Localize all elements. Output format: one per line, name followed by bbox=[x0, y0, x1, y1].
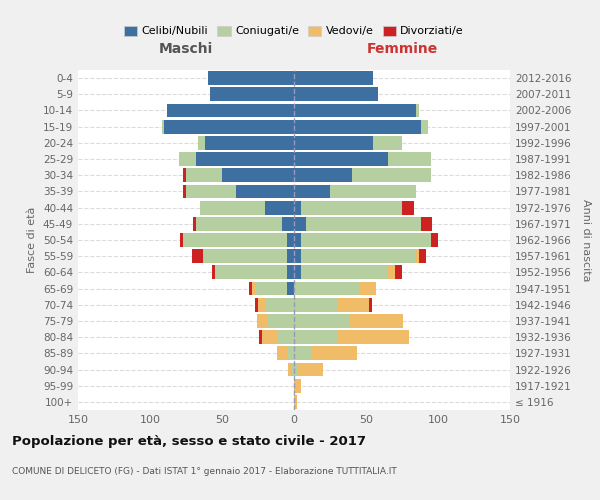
Bar bbox=[294, 120, 421, 134]
Bar bbox=[294, 184, 330, 198]
Bar bbox=[294, 330, 337, 344]
Bar bbox=[294, 71, 373, 85]
Bar bbox=[294, 250, 301, 263]
Bar bbox=[255, 282, 287, 296]
Bar bbox=[196, 217, 283, 230]
Bar bbox=[161, 120, 164, 134]
Bar bbox=[359, 282, 376, 296]
Bar bbox=[212, 266, 215, 280]
Bar bbox=[203, 250, 287, 263]
Text: Femmine: Femmine bbox=[367, 42, 437, 56]
Bar bbox=[255, 298, 258, 312]
Bar bbox=[183, 233, 287, 247]
Bar bbox=[419, 250, 427, 263]
Bar bbox=[197, 136, 205, 149]
Bar bbox=[287, 250, 294, 263]
Bar bbox=[294, 168, 352, 182]
Bar bbox=[301, 250, 416, 263]
Bar bbox=[294, 217, 305, 230]
Bar bbox=[208, 71, 294, 85]
Bar bbox=[416, 250, 419, 263]
Bar bbox=[294, 346, 311, 360]
Bar bbox=[301, 200, 402, 214]
Bar bbox=[388, 152, 431, 166]
Bar bbox=[259, 330, 262, 344]
Bar bbox=[186, 184, 236, 198]
Bar bbox=[205, 136, 294, 149]
Bar bbox=[215, 266, 287, 280]
Bar bbox=[167, 104, 294, 118]
Bar bbox=[294, 362, 297, 376]
Bar bbox=[349, 314, 403, 328]
Bar bbox=[262, 330, 277, 344]
Legend: Celibi/Nubili, Coniugati/e, Vedovi/e, Divorziati/e: Celibi/Nubili, Coniugati/e, Vedovi/e, Di… bbox=[119, 21, 469, 41]
Bar bbox=[258, 298, 265, 312]
Bar bbox=[192, 250, 203, 263]
Bar bbox=[183, 184, 186, 198]
Bar bbox=[421, 217, 432, 230]
Bar bbox=[294, 379, 301, 392]
Bar bbox=[179, 152, 196, 166]
Bar bbox=[294, 233, 301, 247]
Y-axis label: Fasce di età: Fasce di età bbox=[28, 207, 37, 273]
Bar bbox=[337, 330, 409, 344]
Bar bbox=[291, 362, 294, 376]
Bar bbox=[294, 104, 416, 118]
Bar bbox=[236, 184, 294, 198]
Bar bbox=[268, 314, 294, 328]
Bar bbox=[402, 200, 413, 214]
Bar bbox=[352, 168, 431, 182]
Bar bbox=[193, 217, 196, 230]
Bar bbox=[252, 282, 255, 296]
Bar bbox=[305, 217, 421, 230]
Bar bbox=[211, 88, 294, 101]
Bar bbox=[186, 168, 222, 182]
Bar bbox=[222, 168, 294, 182]
Bar bbox=[288, 362, 291, 376]
Bar bbox=[431, 233, 438, 247]
Bar bbox=[265, 298, 294, 312]
Bar bbox=[294, 314, 349, 328]
Bar bbox=[288, 346, 294, 360]
Bar bbox=[337, 298, 369, 312]
Bar bbox=[297, 362, 323, 376]
Bar bbox=[277, 330, 294, 344]
Bar bbox=[250, 282, 252, 296]
Bar bbox=[294, 152, 388, 166]
Bar bbox=[287, 266, 294, 280]
Bar bbox=[330, 184, 416, 198]
Bar bbox=[294, 136, 373, 149]
Bar bbox=[311, 346, 358, 360]
Bar bbox=[164, 120, 294, 134]
Bar bbox=[294, 298, 337, 312]
Bar bbox=[287, 233, 294, 247]
Bar bbox=[395, 266, 402, 280]
Bar bbox=[180, 233, 183, 247]
Bar bbox=[388, 266, 395, 280]
Bar bbox=[257, 314, 268, 328]
Bar bbox=[421, 120, 428, 134]
Bar bbox=[294, 395, 297, 409]
Text: COMUNE DI DELICETO (FG) - Dati ISTAT 1° gennaio 2017 - Elaborazione TUTTITALIA.I: COMUNE DI DELICETO (FG) - Dati ISTAT 1° … bbox=[12, 468, 397, 476]
Bar bbox=[200, 200, 265, 214]
Bar bbox=[183, 168, 186, 182]
Bar bbox=[287, 282, 294, 296]
Bar bbox=[301, 233, 431, 247]
Bar bbox=[265, 200, 294, 214]
Bar bbox=[373, 136, 402, 149]
Text: Maschi: Maschi bbox=[159, 42, 213, 56]
Bar bbox=[294, 266, 301, 280]
Y-axis label: Anni di nascita: Anni di nascita bbox=[581, 198, 591, 281]
Bar bbox=[277, 346, 288, 360]
Bar bbox=[196, 152, 294, 166]
Bar bbox=[369, 298, 372, 312]
Bar bbox=[294, 88, 377, 101]
Bar bbox=[294, 282, 359, 296]
Bar bbox=[283, 217, 294, 230]
Bar bbox=[416, 104, 419, 118]
Bar bbox=[294, 200, 301, 214]
Text: Popolazione per età, sesso e stato civile - 2017: Popolazione per età, sesso e stato civil… bbox=[12, 435, 366, 448]
Bar bbox=[301, 266, 388, 280]
